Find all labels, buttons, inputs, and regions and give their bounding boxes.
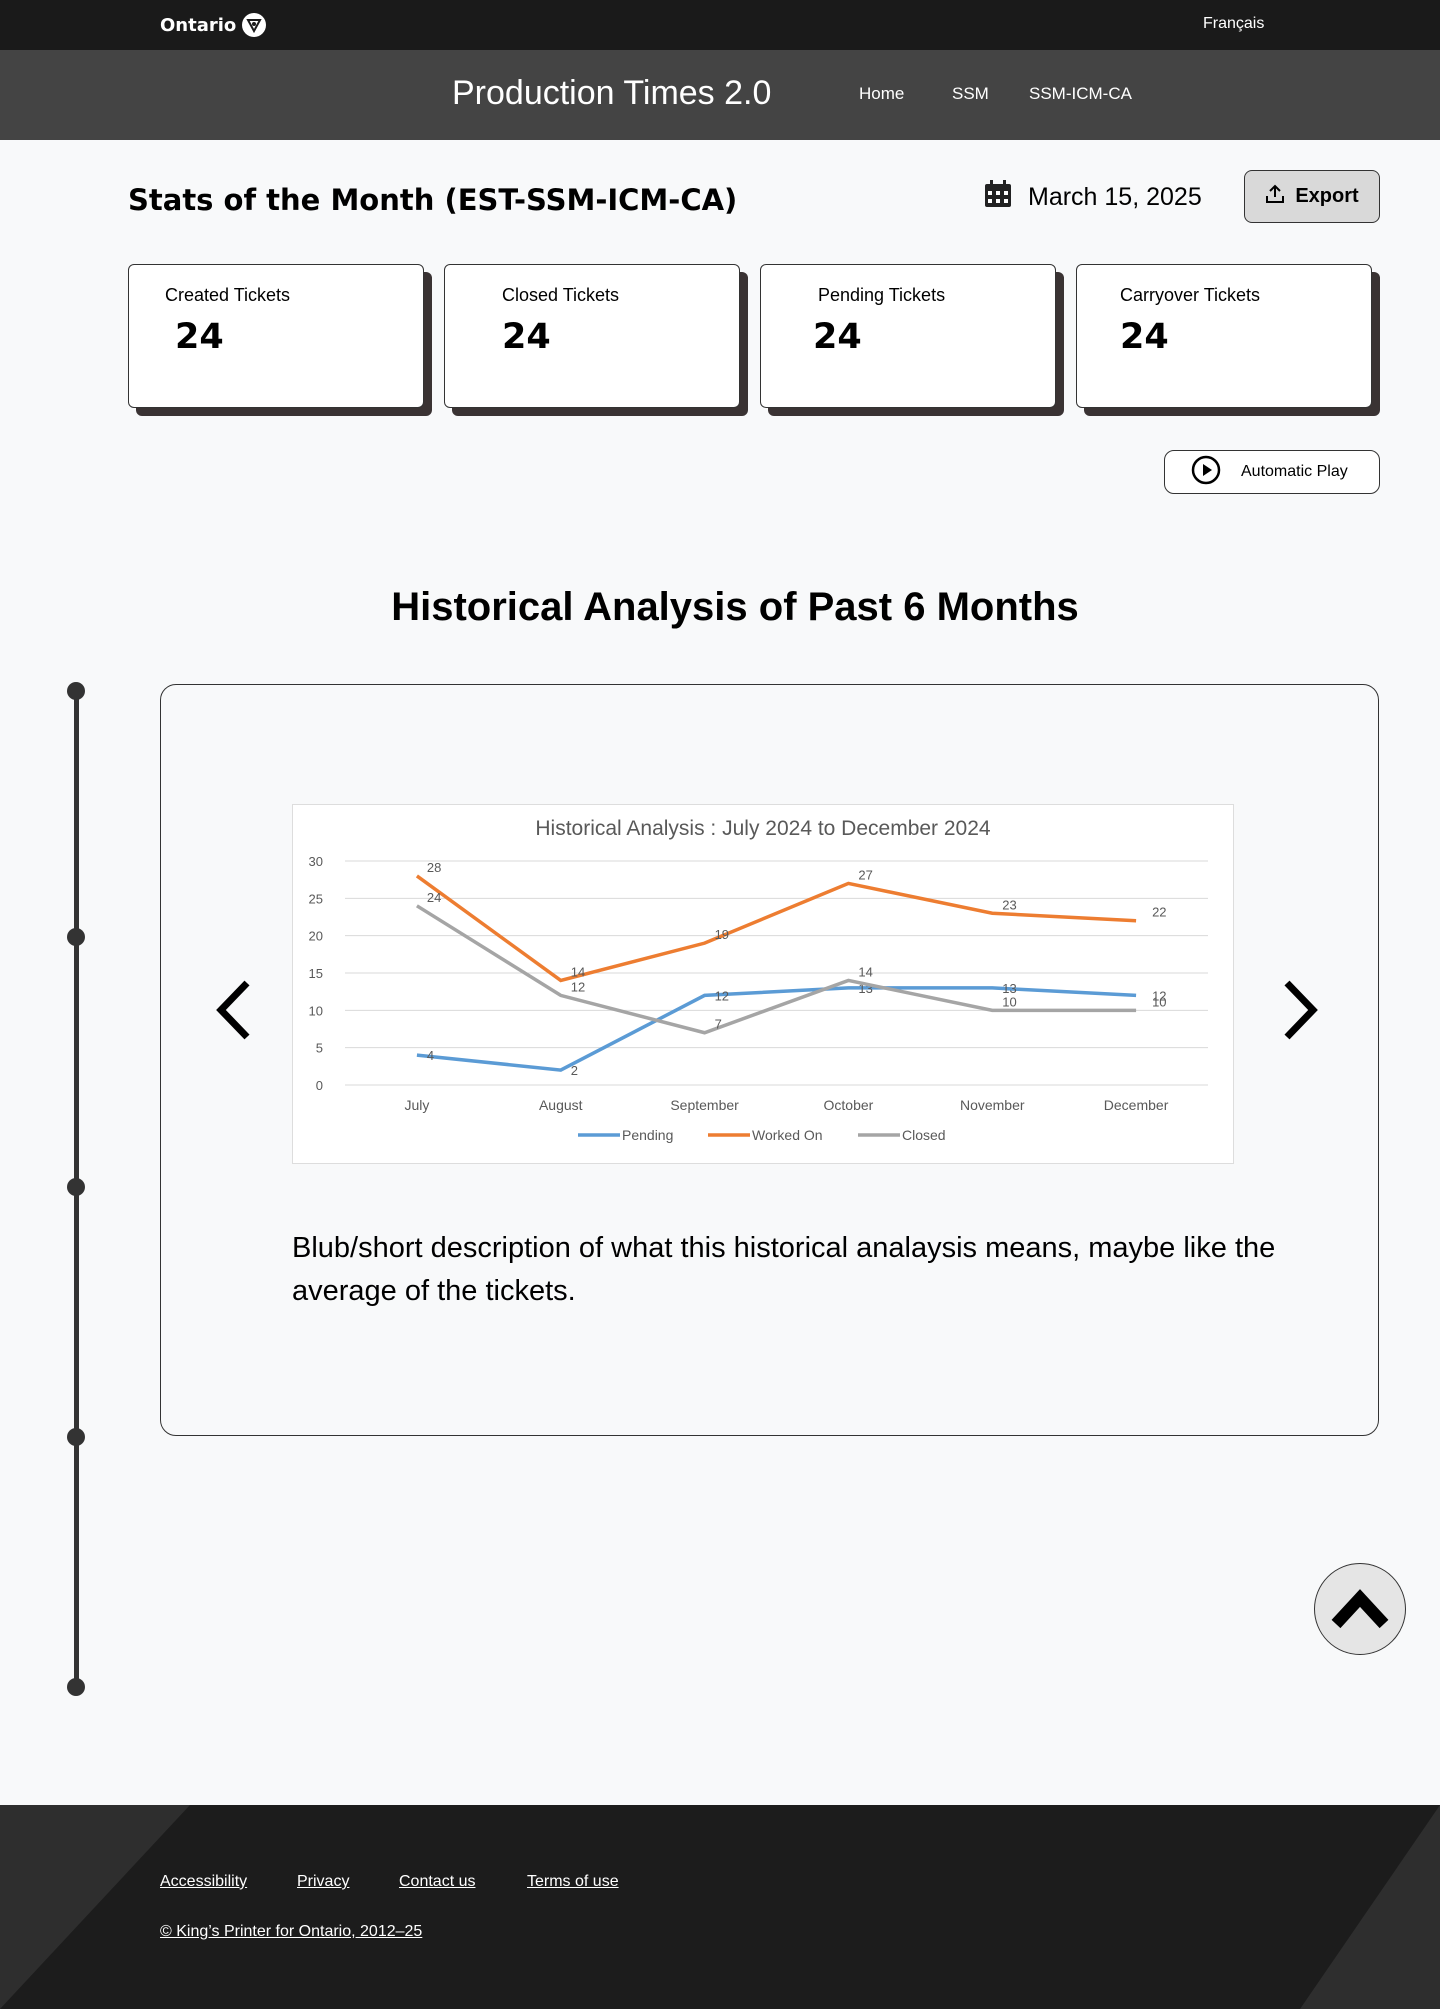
chart-data-label: 7 — [715, 1017, 722, 1032]
automatic-play-button[interactable]: Automatic Play — [1164, 450, 1380, 494]
stat-card-label: Closed Tickets — [502, 285, 620, 305]
upload-icon — [1265, 184, 1285, 210]
chart-x-tick-label: July — [404, 1097, 429, 1113]
stat-card-closed: Closed Tickets 24 — [444, 264, 740, 408]
copyright-text[interactable]: © King’s Printer for Ontario, 2012–25 — [160, 1923, 423, 1940]
chart-data-label: 22 — [1152, 905, 1166, 920]
play-circle-icon — [1191, 455, 1221, 490]
chart-y-tick-label: 0 — [316, 1078, 323, 1093]
footer-link-accessibility[interactable]: Accessibility — [160, 1873, 248, 1890]
chart-data-label: 14 — [858, 964, 872, 979]
carousel-next-button[interactable] — [1275, 975, 1325, 1045]
chart-series-line — [415, 874, 1137, 983]
history-chart-svg: Historical Analysis : July 2024 to Decem… — [309, 817, 1208, 1143]
chart-y-tick-label: 20 — [309, 929, 323, 944]
chart-data-label: 12 — [571, 979, 585, 994]
nav-bar: Production Times 2.0 Home SSM SSM-ICM-CA — [0, 50, 1440, 140]
chart-data-label: 10 — [1002, 994, 1016, 1009]
timeline-dot[interactable] — [67, 682, 85, 700]
timeline-dot[interactable] — [67, 1428, 85, 1446]
history-title: Historical Analysis of Past 6 Months — [391, 585, 1079, 629]
history-chart: Historical Analysis : July 2024 to Decem… — [292, 804, 1234, 1164]
history-carousel: Historical Analysis : July 2024 to Decem… — [160, 684, 1379, 1436]
stat-card-label: Created Tickets — [165, 285, 291, 305]
chart-legend-label: Worked On — [752, 1127, 823, 1143]
stat-card-value: 24 — [175, 317, 224, 357]
nav-item-ssm-icm-ca[interactable]: SSM-ICM-CA — [1029, 84, 1132, 103]
chart-data-label: 2 — [571, 1063, 578, 1078]
chart-data-label: 19 — [715, 927, 729, 942]
stat-card-value: 24 — [502, 317, 551, 357]
chart-series-line — [415, 904, 1137, 1035]
chart-y-tick-label: 10 — [309, 1003, 323, 1018]
chart-x-tick-label: November — [960, 1097, 1025, 1113]
top-bar: Ontario Français — [0, 0, 1440, 50]
stat-card-created: Created Tickets 24 — [128, 264, 424, 408]
chart-legend-label: Closed — [902, 1127, 946, 1143]
history-description: Blub/short description of what this hist… — [292, 1232, 1276, 1307]
chart-data-label: 14 — [571, 964, 585, 979]
stat-card-value: 24 — [813, 317, 862, 357]
chart-x-tick-label: September — [670, 1097, 739, 1113]
stat-card-value: 24 — [1120, 317, 1169, 357]
footer: Accessibility Privacy Contact us Terms o… — [0, 1805, 1440, 2009]
automatic-play-label: Automatic Play — [1241, 463, 1348, 480]
chevron-right-icon — [1284, 980, 1318, 1040]
stat-card-carryover: Carryover Tickets 24 — [1076, 264, 1372, 408]
app-title: Production Times 2.0 — [452, 74, 772, 112]
footer-link-privacy[interactable]: Privacy — [297, 1873, 350, 1890]
ontario-logo[interactable]: Ontario — [160, 13, 267, 37]
chart-y-tick-label: 15 — [309, 966, 323, 981]
footer-link-terms[interactable]: Terms of use — [527, 1873, 619, 1890]
chevron-left-icon — [216, 980, 250, 1040]
calendar-icon — [984, 180, 1012, 215]
chart-data-label: 4 — [427, 1048, 434, 1063]
timeline-dot[interactable] — [67, 1178, 85, 1196]
stats-title: Stats of the Month (EST-SSM-ICM-CA) — [128, 183, 738, 217]
trillium-icon — [242, 13, 267, 37]
timeline-dot[interactable] — [67, 1678, 85, 1696]
chart-y-tick-label: 30 — [309, 854, 323, 869]
chart-data-label: 12 — [1152, 988, 1166, 1003]
stat-card-label: Pending Tickets — [818, 285, 946, 305]
nav-item-ssm[interactable]: SSM — [952, 84, 989, 103]
chart-data-label: 10 — [1152, 994, 1166, 1009]
chart-data-label: 13 — [1002, 981, 1016, 996]
export-label: Export — [1295, 185, 1359, 207]
ontario-logo-text: Ontario — [160, 14, 237, 36]
chart-legend-label: Pending — [622, 1127, 673, 1143]
chart-data-label: 12 — [715, 988, 729, 1003]
chart-title: Historical Analysis : July 2024 to Decem… — [535, 817, 991, 840]
chart-data-label: 28 — [427, 860, 441, 875]
language-toggle-link[interactable]: Français — [1203, 15, 1265, 32]
chart-series-line — [416, 986, 1137, 1072]
footer-link-contact[interactable]: Contact us — [399, 1873, 476, 1890]
stat-card-label: Carryover Tickets — [1120, 285, 1261, 305]
footer-decoration — [1300, 1805, 1440, 2009]
chart-data-label: 27 — [858, 867, 872, 882]
chart-x-tick-label: October — [824, 1097, 874, 1113]
stat-card-pending: Pending Tickets 24 — [760, 264, 1056, 408]
timeline-dot[interactable] — [67, 928, 85, 946]
export-button[interactable]: Export — [1244, 170, 1380, 223]
footer-decoration — [0, 1805, 190, 2009]
chart-y-tick-label: 25 — [309, 891, 323, 906]
carousel-prev-button[interactable] — [209, 975, 259, 1045]
chart-x-tick-label: August — [539, 1097, 583, 1113]
back-to-top-button[interactable] — [1314, 1563, 1406, 1655]
chart-y-tick-label: 5 — [316, 1041, 323, 1056]
timeline — [64, 680, 88, 1700]
current-date: March 15, 2025 — [1028, 183, 1202, 211]
chart-x-tick-label: December — [1104, 1097, 1169, 1113]
date-display: March 15, 2025 — [984, 180, 1202, 215]
chart-data-label: 24 — [427, 890, 441, 905]
nav-item-home[interactable]: Home — [859, 84, 905, 103]
chevron-up-icon — [1331, 1589, 1389, 1629]
chart-data-label: 23 — [1002, 897, 1016, 912]
